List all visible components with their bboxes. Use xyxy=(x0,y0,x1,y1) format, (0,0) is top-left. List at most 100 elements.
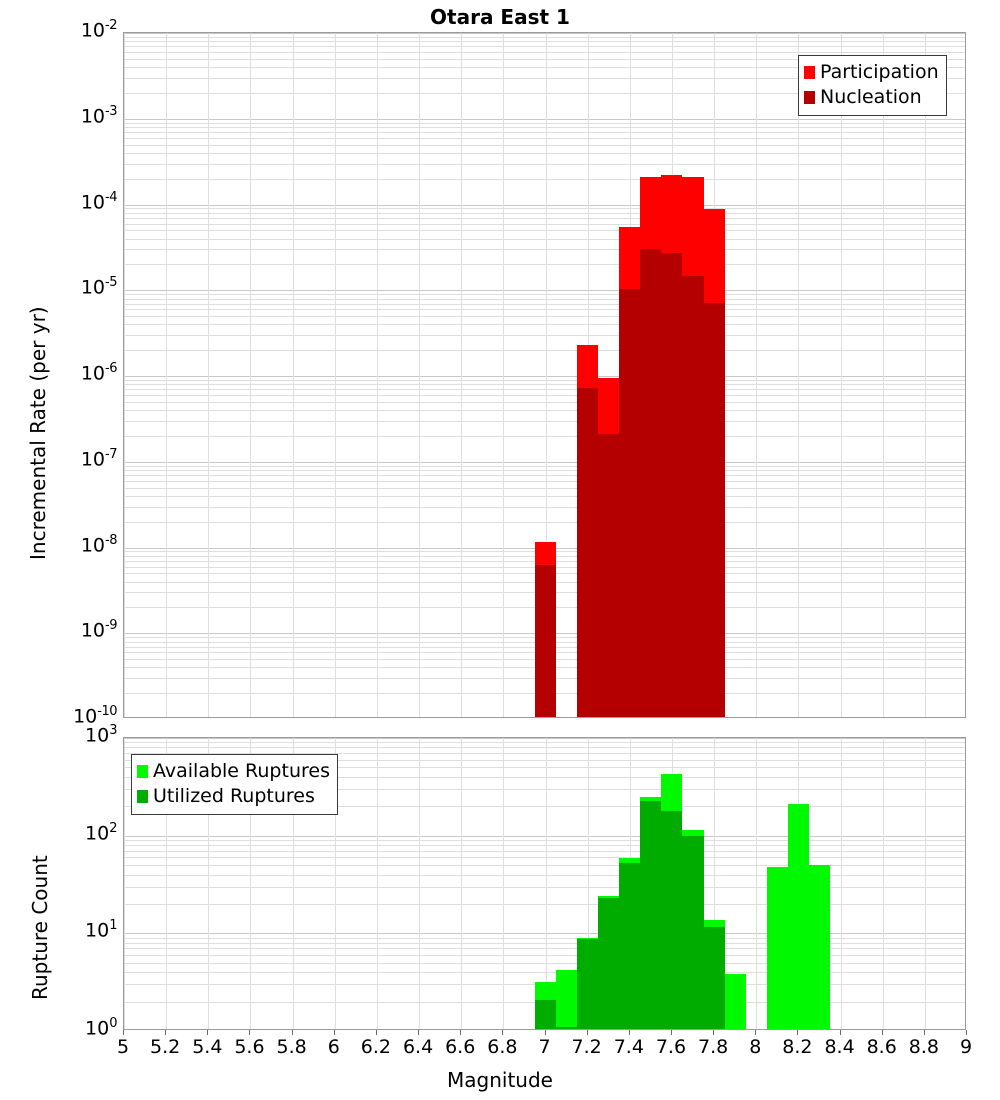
grid-line-horizontal xyxy=(124,767,965,768)
grid-line-horizontal xyxy=(124,335,965,336)
grid-line-vertical xyxy=(293,33,294,717)
grid-line-horizontal xyxy=(124,943,965,944)
grid-line-horizontal xyxy=(124,127,965,128)
grid-line-horizontal xyxy=(124,299,965,300)
legend-incremental-rate: Participation Nucleation xyxy=(798,55,947,116)
grid-line-vertical xyxy=(883,33,884,717)
grid-line-horizontal xyxy=(124,123,965,124)
x-tick-label: 8.2 xyxy=(782,1036,813,1058)
grid-line-horizontal xyxy=(124,963,965,964)
grid-line-horizontal xyxy=(124,294,965,295)
grid-line-horizontal xyxy=(124,350,965,351)
x-tick-label: 9 xyxy=(959,1036,973,1058)
grid-line-vertical xyxy=(756,738,757,1029)
grid-line-horizontal xyxy=(124,488,965,489)
x-tick-mark xyxy=(376,1030,377,1035)
y-tick-label: 102 xyxy=(85,820,117,844)
grid-line-vertical xyxy=(250,738,251,1029)
bar-nucleation-7.2 xyxy=(577,388,598,717)
bar-utilized-ruptures-7.8 xyxy=(704,927,725,1029)
x-tick-mark xyxy=(249,1030,250,1035)
grid-line-vertical xyxy=(798,33,799,717)
x-tick-mark xyxy=(797,1030,798,1035)
grid-line-horizontal xyxy=(124,462,965,463)
grid-line-horizontal xyxy=(124,67,965,68)
legend-label: Utilized Ruptures xyxy=(153,785,315,807)
grid-line-horizontal xyxy=(124,496,965,497)
grid-line-horizontal xyxy=(124,208,965,209)
y-tick-label: 10-6 xyxy=(80,361,118,385)
x-tick-mark xyxy=(755,1030,756,1035)
grid-line-horizontal xyxy=(124,309,965,310)
grid-line-vertical xyxy=(461,738,462,1029)
grid-line-horizontal xyxy=(124,938,965,939)
grid-line-vertical xyxy=(166,738,167,1029)
y-tick-label: 10-10 xyxy=(73,704,117,728)
grid-line-horizontal xyxy=(124,851,965,852)
grid-line-horizontal xyxy=(124,205,965,206)
grid-line-horizontal xyxy=(124,753,965,754)
legend-item: Available Ruptures xyxy=(137,759,330,784)
grid-line-horizontal xyxy=(124,153,965,154)
grid-line-vertical xyxy=(546,738,547,1029)
grid-line-horizontal xyxy=(124,875,965,876)
grid-line-horizontal xyxy=(124,119,965,120)
x-tick-mark xyxy=(713,1030,714,1035)
bar-nucleation-7.4 xyxy=(619,289,640,717)
y-tick-label: 10-8 xyxy=(80,532,118,556)
grid-line-horizontal xyxy=(124,806,965,807)
grid-line-vertical xyxy=(756,33,757,717)
grid-line-vertical xyxy=(293,738,294,1029)
y-tick-label: 10-5 xyxy=(80,275,118,299)
grid-line-horizontal xyxy=(124,955,965,956)
grid-line-horizontal xyxy=(124,145,965,146)
x-tick-mark xyxy=(292,1030,293,1035)
x-tick-label: 8 xyxy=(749,1036,762,1058)
grid-line-horizontal xyxy=(124,845,965,846)
chart-panel-rupture-count xyxy=(123,737,966,1030)
grid-line-horizontal xyxy=(124,738,965,739)
grid-line-vertical xyxy=(335,738,336,1029)
x-tick-mark xyxy=(207,1030,208,1035)
x-tick-label: 8.8 xyxy=(908,1036,939,1058)
grid-line-horizontal xyxy=(124,410,965,411)
x-tick-label: 8.6 xyxy=(866,1036,897,1058)
grid-line-horizontal xyxy=(124,840,965,841)
x-tick-label: 5.6 xyxy=(234,1036,265,1058)
chart-panel-incremental-rate xyxy=(123,32,966,718)
grid-line-horizontal xyxy=(124,384,965,385)
x-tick-mark xyxy=(123,1030,124,1035)
grid-line-vertical xyxy=(925,33,926,717)
grid-line-vertical xyxy=(883,738,884,1029)
bar-available-ruptures-7.1 xyxy=(556,970,577,1029)
grid-line-horizontal xyxy=(124,376,965,377)
grid-line-horizontal xyxy=(124,218,965,219)
grid-line-vertical xyxy=(208,738,209,1029)
grid-line-vertical xyxy=(841,33,842,717)
legend-rupture-count: Available Ruptures Utilized Ruptures xyxy=(131,754,338,815)
grid-line-horizontal xyxy=(124,948,965,949)
x-tick-label: 7.8 xyxy=(697,1036,729,1058)
bar-utilized-ruptures-7 xyxy=(535,1000,556,1029)
x-tick-mark xyxy=(629,1030,630,1035)
grid-line-horizontal xyxy=(124,380,965,381)
page-title: Otara East 1 xyxy=(430,5,570,29)
legend-swatch-icon xyxy=(137,790,148,803)
legend-item: Nucleation xyxy=(804,85,939,110)
x-tick-mark xyxy=(924,1030,925,1035)
bar-nucleation-7.7 xyxy=(682,276,704,717)
x-tick-mark xyxy=(502,1030,503,1035)
bars-incremental-rate xyxy=(124,33,965,717)
x-tick-label: 6.4 xyxy=(402,1036,434,1058)
bar-nucleation-7.3 xyxy=(598,434,619,717)
grid-line-vertical xyxy=(250,33,251,717)
x-tick-label: 5.4 xyxy=(192,1036,223,1058)
grid-line-horizontal xyxy=(124,402,965,403)
legend-label: Participation xyxy=(820,61,939,83)
grid-line-horizontal xyxy=(124,789,965,790)
grid-line-horizontal xyxy=(124,857,965,858)
x-tick-label: 7.6 xyxy=(655,1036,687,1058)
grid-line-horizontal xyxy=(124,138,965,139)
grid-line-horizontal xyxy=(124,507,965,508)
